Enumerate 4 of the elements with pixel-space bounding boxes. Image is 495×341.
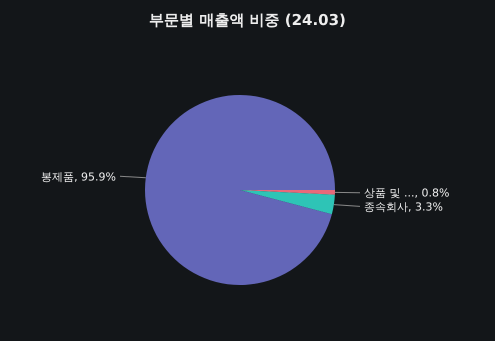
slice-label: 봉제품, 95.9% <box>41 170 116 184</box>
slice-label: 상품 및 ..., 0.8% <box>364 186 450 200</box>
chart-title: 부문별 매출액 비중 (24.03) <box>149 11 346 29</box>
slice-label: 종속회사, 3.3% <box>364 200 443 214</box>
